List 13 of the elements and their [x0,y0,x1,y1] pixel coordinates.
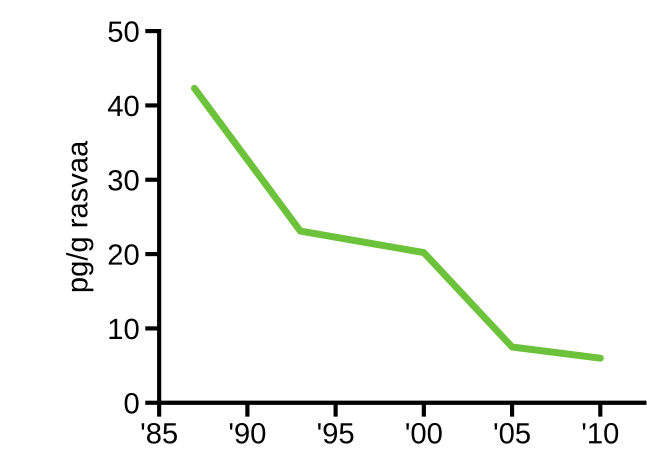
y-tick-label: 0 [124,392,139,414]
x-tick-label: '05 [494,422,530,444]
y-tick-label: 20 [108,244,139,265]
y-axis-title: pg/g rasvaa [66,140,94,292]
y-tick-label: 50 [108,21,139,42]
x-tick-label: '95 [318,422,354,444]
x-tick-label: '90 [230,422,266,444]
x-tick-label: '00 [406,422,442,444]
y-tick-label: 10 [110,318,139,340]
x-tick-label: '85 [142,422,177,444]
y-tick-label: 40 [108,96,139,116]
y-tick-label: 30 [108,170,139,191]
x-tick-label: '10 [582,422,618,444]
